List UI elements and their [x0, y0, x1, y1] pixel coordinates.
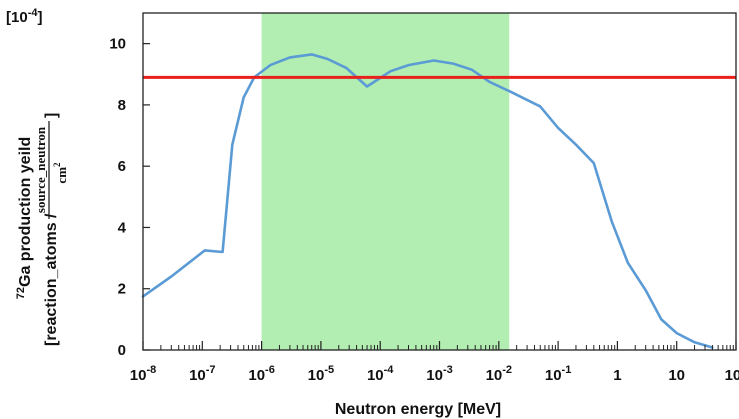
- y-axis-unit-denominator-base: cm: [54, 167, 69, 184]
- x-tick-label-5: 10-3: [426, 364, 452, 384]
- y-tick-label-5: 10: [109, 36, 126, 53]
- y-scale-note: [10-4]: [6, 7, 42, 26]
- x-tick-label-6: 10-2: [486, 364, 512, 384]
- y-axis-label-main: Ga production yeild: [17, 137, 34, 287]
- y-scale-note-base: [10: [6, 9, 28, 26]
- y-axis-label-line1: 72Ga production yeild: [15, 137, 34, 299]
- y-tick-label-0: 0: [118, 342, 126, 359]
- y-axis-unit-denominator: cm2: [52, 162, 69, 184]
- x-tick-label-0: 10-8: [130, 364, 156, 384]
- x-axis-ticks: 10-8 10-7 10-6 10-5 10-4 10-3 10-2 10-1 1 10 102: [130, 341, 739, 384]
- x-tick-label-2: 10-6: [248, 364, 274, 384]
- series-layer: [141, 53, 714, 349]
- y-tick-label-4: 8: [118, 97, 126, 114]
- y-axis-isotope-mass: 72: [15, 287, 27, 299]
- x-tick-label-4: 10-4: [367, 364, 394, 384]
- y-axis-unit-denominator-exp: 2: [52, 162, 62, 167]
- x-tick-label-10: 102: [725, 364, 739, 384]
- y-scale-note-exp: -4: [28, 7, 39, 19]
- x-tick-label-8: 1: [613, 367, 621, 384]
- x-axis-label: Neutron energy [MeV]: [335, 401, 501, 418]
- y-axis-unit-numerator: source_neutron: [33, 126, 48, 213]
- y-axis-unit-suffix: ]: [43, 113, 60, 118]
- x-tick-label-7: 10-1: [545, 364, 571, 384]
- x-tick-label-3: 10-5: [308, 364, 334, 384]
- y-tick-label-2: 4: [118, 219, 127, 236]
- y-tick-label-1: 2: [118, 281, 126, 298]
- y-axis-ticks: 0 2 4 6 8 10: [109, 36, 150, 359]
- x-tick-label-9: 10: [668, 367, 685, 384]
- x-tick-label-1: 10-7: [189, 364, 215, 384]
- y-axis-label: 72Ga production yeild [reaction_atoms / …: [15, 113, 69, 346]
- y-scale-note-close: ]: [37, 9, 42, 26]
- shaded-region: [261, 13, 510, 350]
- y-tick-label-3: 6: [118, 158, 126, 175]
- series-line-1: [141, 53, 714, 349]
- y-axis-unit-prefix: [reaction_atoms /: [43, 213, 60, 346]
- shaded-region-layer: [261, 13, 510, 350]
